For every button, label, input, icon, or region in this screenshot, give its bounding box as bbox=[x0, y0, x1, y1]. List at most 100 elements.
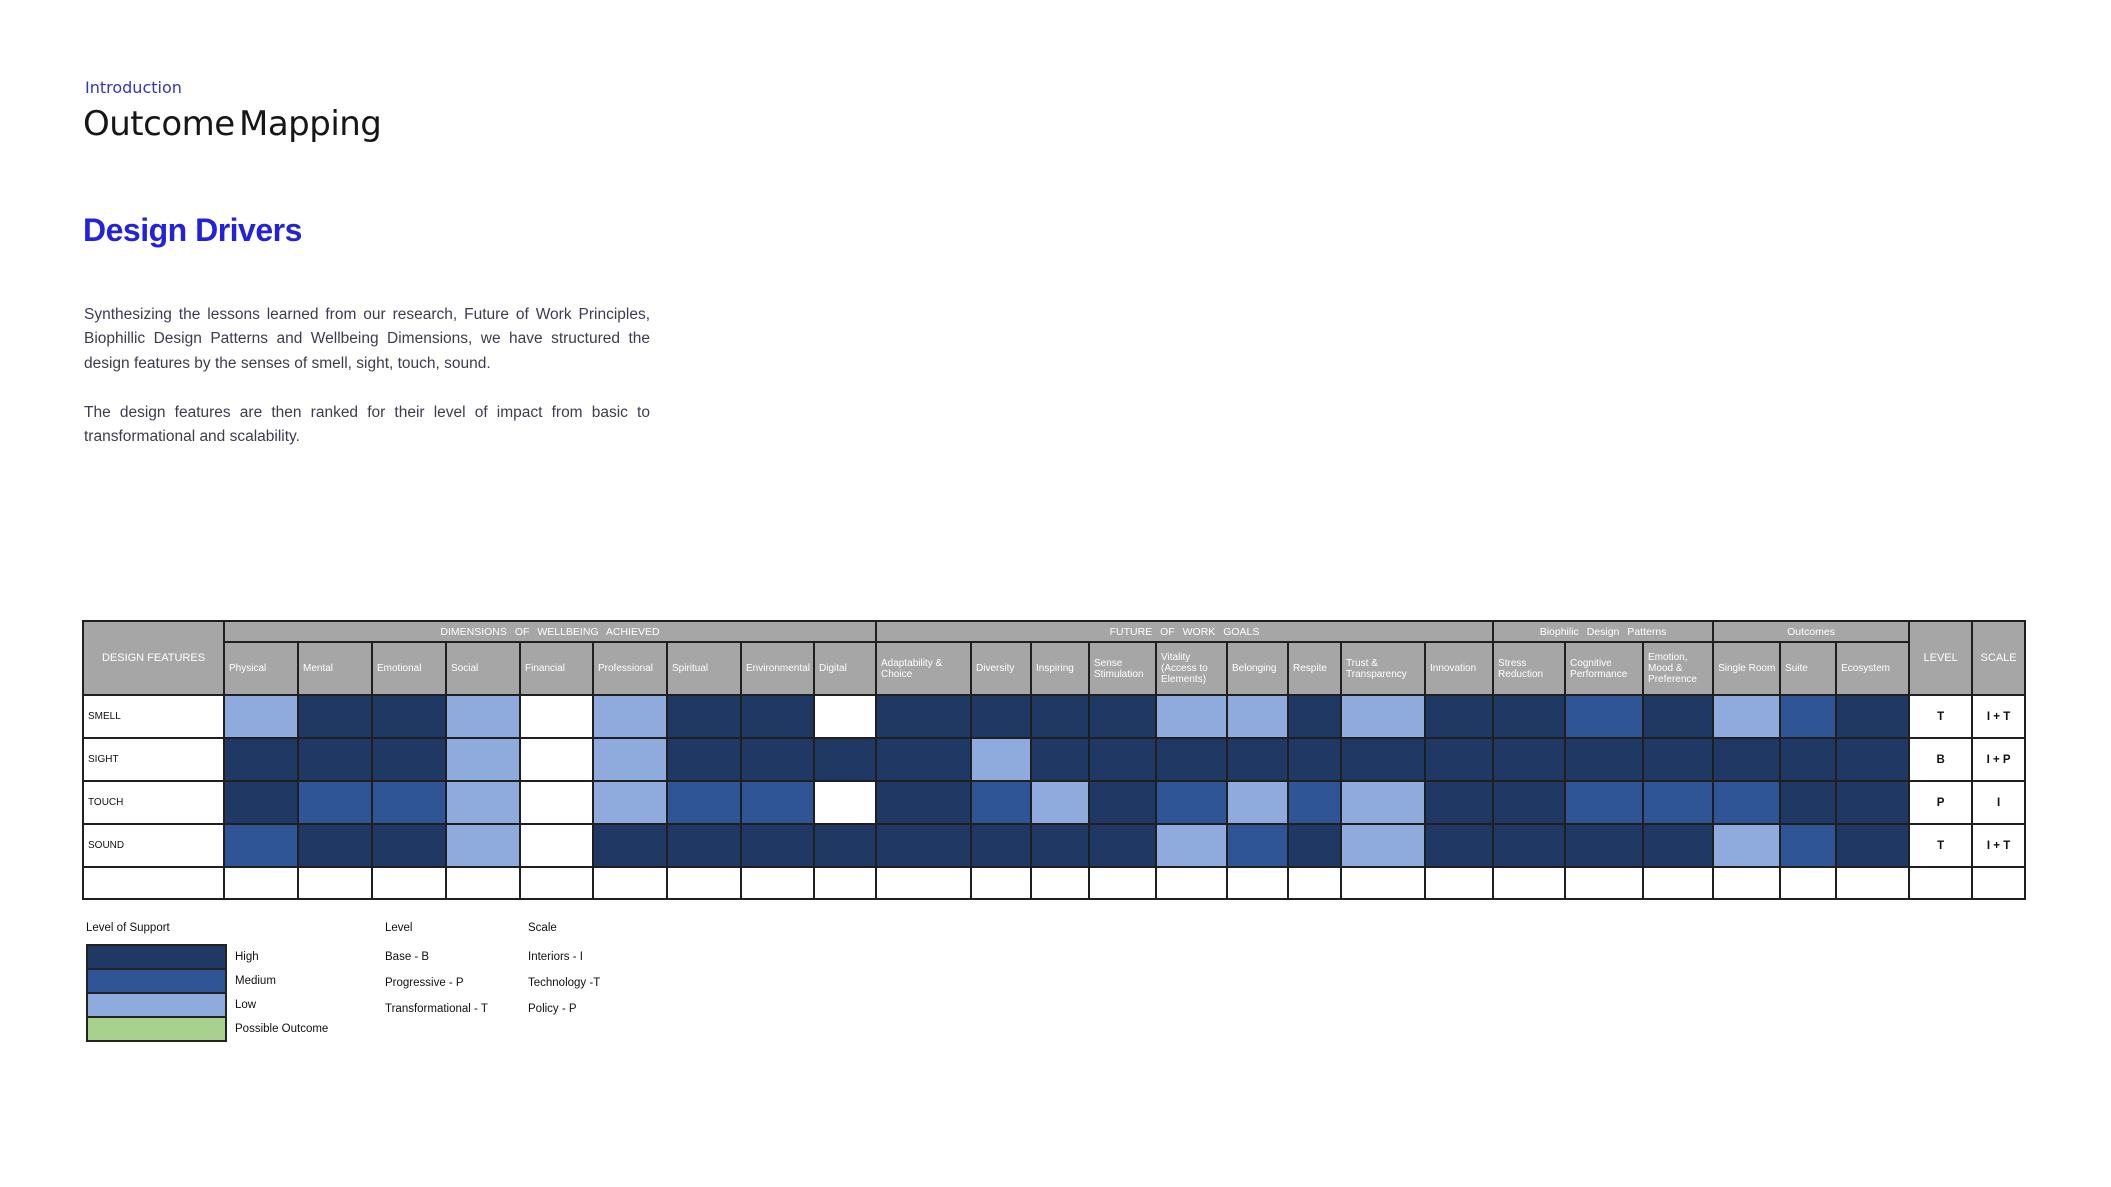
matrix-cell bbox=[1835, 866, 1911, 900]
matrix-cell bbox=[371, 694, 447, 739]
matrix-cell bbox=[223, 737, 299, 782]
matrix-cell bbox=[1564, 780, 1645, 825]
legend-support-item: Low bbox=[86, 992, 385, 1018]
column-header: Professional bbox=[592, 641, 668, 696]
matrix-cell bbox=[592, 737, 668, 782]
matrix-cell bbox=[812, 780, 878, 825]
matrix-cell bbox=[970, 780, 1033, 825]
matrix-cell bbox=[1492, 823, 1567, 868]
scale-header: SCALE bbox=[1971, 620, 2027, 696]
intro-paragraph-1: Synthesizing the lessons learned from ou… bbox=[84, 305, 650, 372]
matrix-cell bbox=[740, 694, 815, 739]
matrix-cell bbox=[297, 694, 373, 739]
matrix-cell bbox=[371, 737, 447, 782]
matrix-cell bbox=[297, 737, 373, 782]
column-header: Trust & Transparency bbox=[1340, 641, 1427, 696]
column-header: Diversity bbox=[970, 641, 1033, 696]
group-header: FUTURE OF WORK GOALS bbox=[875, 620, 1495, 643]
matrix-cell bbox=[1287, 866, 1343, 900]
level-header: LEVEL bbox=[1908, 620, 1974, 696]
matrix-cell bbox=[445, 737, 521, 782]
matrix-cell bbox=[1642, 737, 1715, 782]
matrix-cell bbox=[1835, 780, 1911, 825]
matrix-cell bbox=[1712, 823, 1782, 868]
matrix-cell bbox=[1226, 694, 1290, 739]
matrix-cell bbox=[812, 866, 878, 900]
matrix-cell bbox=[1030, 866, 1091, 900]
column-header: Emotional bbox=[371, 641, 447, 696]
matrix-cell bbox=[1835, 694, 1911, 739]
matrix-cell bbox=[592, 823, 668, 868]
matrix-cell bbox=[1287, 823, 1343, 868]
matrix-cell bbox=[297, 866, 373, 900]
matrix-cell bbox=[519, 694, 594, 739]
legend-scale-item: Interiors - I bbox=[528, 951, 583, 963]
matrix-cell bbox=[1779, 823, 1838, 868]
legend-support-label: Medium bbox=[235, 975, 276, 987]
matrix-cell bbox=[1155, 694, 1229, 739]
column-header: Financial bbox=[519, 641, 594, 696]
matrix-cell bbox=[592, 866, 668, 900]
level-value: B bbox=[1908, 737, 1974, 782]
column-header: Innovation bbox=[1424, 641, 1495, 696]
matrix-cell bbox=[1712, 780, 1782, 825]
matrix-cell bbox=[666, 737, 742, 782]
group-header: Outcomes bbox=[1712, 620, 1911, 643]
matrix-cell bbox=[1155, 780, 1229, 825]
legend-support-label: High bbox=[235, 951, 259, 963]
matrix-cell bbox=[1779, 737, 1838, 782]
high-swatch bbox=[86, 944, 227, 970]
matrix-cell bbox=[223, 780, 299, 825]
column-header: Environmental bbox=[740, 641, 815, 696]
matrix-cell bbox=[1340, 866, 1427, 900]
matrix-cell bbox=[1287, 694, 1343, 739]
intro-paragraph-2: The design features are then ranked for … bbox=[84, 403, 650, 446]
matrix-cell bbox=[1030, 737, 1091, 782]
matrix-cell bbox=[1424, 694, 1495, 739]
legend-support-column: Level of Support High Medium Low Possible O… bbox=[86, 922, 385, 1042]
matrix-cell bbox=[1340, 694, 1427, 739]
level-value: P bbox=[1908, 780, 1974, 825]
matrix-cell bbox=[740, 866, 815, 900]
column-header: Cognitive Performance bbox=[1564, 641, 1645, 696]
column-header: Physical bbox=[223, 641, 299, 696]
feature-label: SIGHT bbox=[82, 737, 225, 782]
legend-level-column: Level Base - B Progressive - P Transformat… bbox=[385, 922, 528, 1042]
feature-label bbox=[82, 866, 225, 900]
matrix-cell bbox=[1340, 780, 1427, 825]
column-header: Belonging bbox=[1226, 641, 1290, 696]
legend-support-label: Low bbox=[235, 999, 257, 1011]
matrix-cell bbox=[371, 823, 447, 868]
matrix-cell bbox=[740, 823, 815, 868]
matrix-cell bbox=[1712, 694, 1782, 739]
column-header: Digital bbox=[812, 641, 878, 696]
matrix-cell bbox=[1779, 780, 1838, 825]
matrix-cell bbox=[1226, 866, 1290, 900]
matrix-cell bbox=[1287, 737, 1343, 782]
matrix-cell bbox=[1835, 737, 1911, 782]
matrix-cell bbox=[1835, 823, 1911, 868]
matrix-cell bbox=[1424, 737, 1495, 782]
legend-scale-item: Policy - P bbox=[528, 1003, 577, 1015]
medium-swatch bbox=[86, 968, 227, 994]
scale-value: I + T bbox=[1971, 823, 2027, 868]
matrix-cell bbox=[1564, 694, 1645, 739]
matrix-cell bbox=[1088, 780, 1158, 825]
column-header: Spiritual bbox=[666, 641, 742, 696]
matrix-cell bbox=[970, 823, 1033, 868]
matrix-cell bbox=[1226, 823, 1290, 868]
matrix-cell bbox=[371, 780, 447, 825]
matrix-cell bbox=[445, 866, 521, 900]
matrix-cell bbox=[1155, 866, 1229, 900]
matrix-cell bbox=[1779, 866, 1838, 900]
matrix-cell bbox=[1088, 823, 1158, 868]
matrix-cell bbox=[666, 694, 742, 739]
column-header: Ecosystem bbox=[1835, 641, 1911, 696]
matrix-cell bbox=[519, 780, 594, 825]
matrix-cell bbox=[1155, 823, 1229, 868]
group-header: Biophilic Design Patterns bbox=[1492, 620, 1715, 643]
legend-level-title: Level bbox=[385, 922, 413, 934]
matrix-cell bbox=[875, 866, 973, 900]
matrix-cell bbox=[297, 823, 373, 868]
